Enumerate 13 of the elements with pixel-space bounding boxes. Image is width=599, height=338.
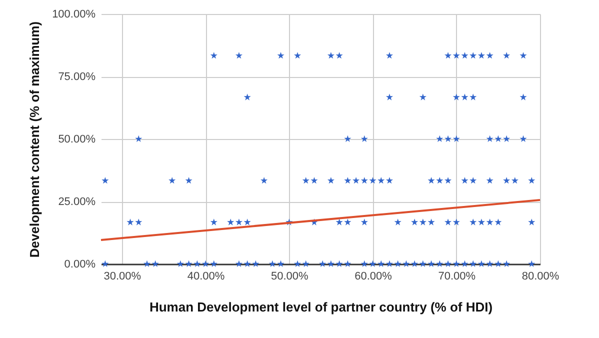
y-tick-label: 75.00%	[58, 71, 96, 83]
y-tick-label: 100.00%	[52, 8, 96, 20]
x-tick-label: 60.00%	[354, 270, 392, 282]
y-tick-label: 50.00%	[58, 134, 96, 146]
y-tick-label: 25.00%	[58, 196, 96, 208]
x-tick-label: 50.00%	[270, 270, 309, 282]
y-tick-label: 0.00%	[64, 258, 96, 270]
x-axis-title: Human Development level of partner country (% of HDI)	[149, 300, 493, 314]
x-tick-label: 40.00%	[187, 270, 225, 282]
x-tick-label: 30.00%	[104, 270, 142, 282]
x-tick-label: 70.00%	[438, 270, 476, 282]
y-axis-title: Development content (% of maximum)	[27, 21, 42, 258]
x-tick-label: 80.00%	[522, 270, 560, 282]
